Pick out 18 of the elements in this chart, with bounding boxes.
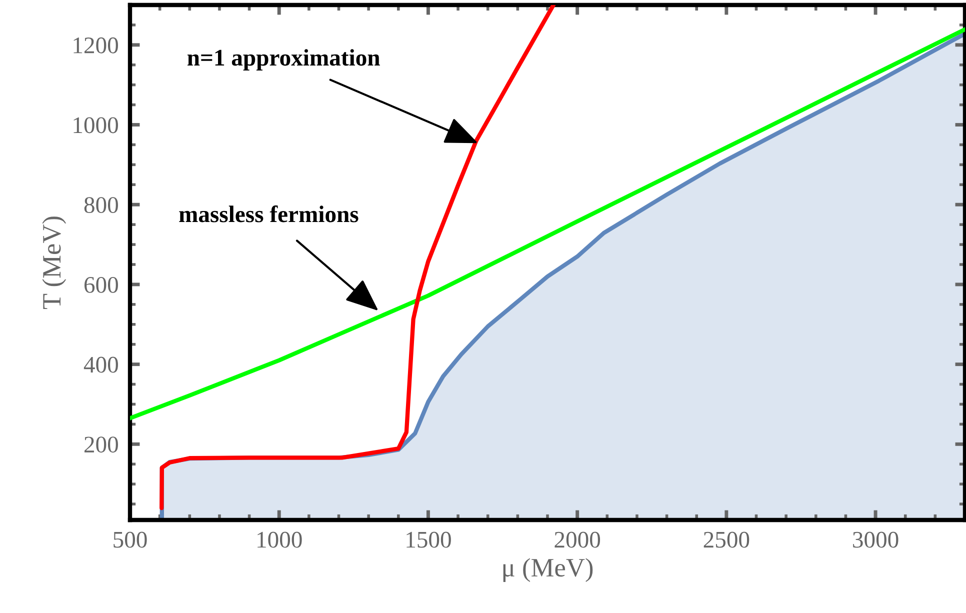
line-series: [160, 5, 556, 510]
y-tick-label: 400: [84, 356, 118, 373]
y-tick-label: 600: [84, 276, 118, 293]
y-axis-title: T (MeV): [42, 216, 66, 310]
x-tick-label: 1000: [258, 532, 302, 548]
x-tick-label: 2500: [704, 532, 750, 548]
line-series: [130, 27, 965, 420]
x-tick-label: 3000: [853, 532, 898, 548]
x-axis-title: μ (MeV): [503, 558, 593, 582]
y-tick-label: 1000: [74, 117, 118, 134]
annotation: massless fermions: [179, 205, 358, 222]
x-tick-label: 2000: [554, 532, 600, 548]
x-tick-label: 500: [114, 532, 147, 548]
y-tick-label: 1200: [74, 37, 118, 54]
annotation: n=1 approximation: [187, 49, 380, 71]
x-tick-label: 1500: [406, 532, 451, 548]
y-tick-label: 800: [84, 197, 118, 214]
y-tick-label: 200: [84, 436, 118, 453]
